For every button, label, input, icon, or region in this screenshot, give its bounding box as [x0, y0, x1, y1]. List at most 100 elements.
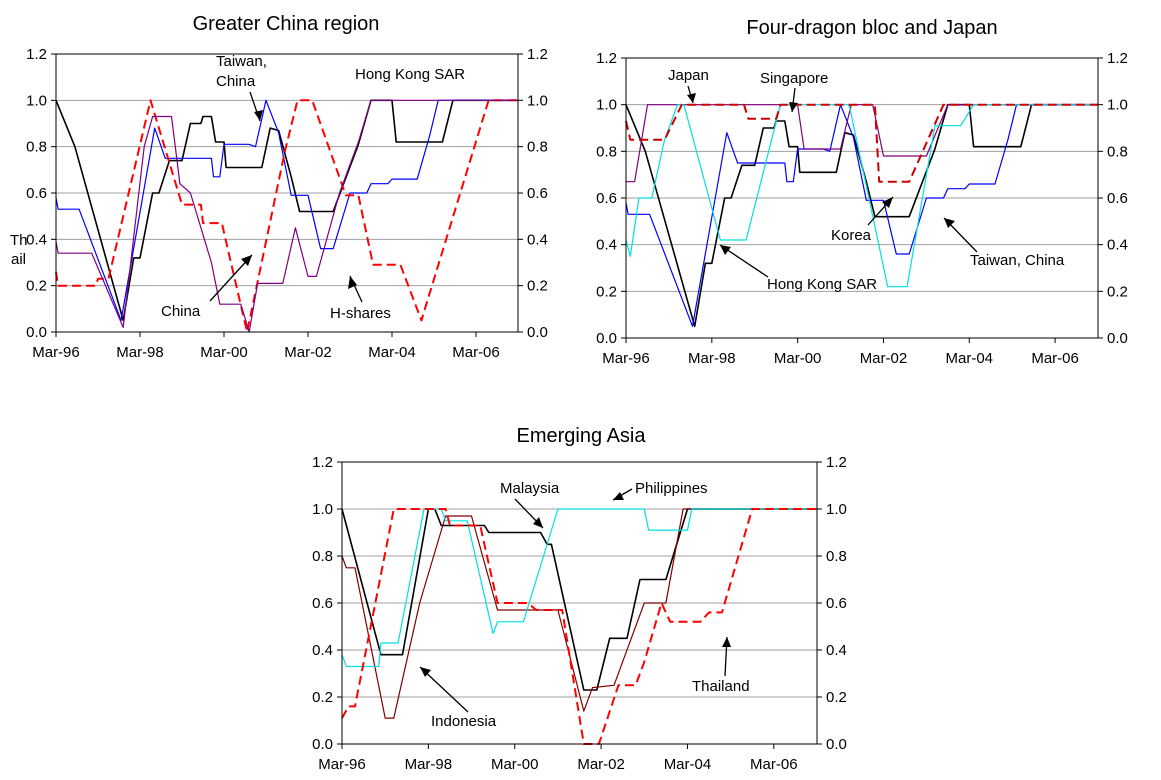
y-tick-label-left: 0.8	[26, 139, 47, 156]
arrowhead	[241, 255, 252, 266]
arrowhead	[789, 102, 798, 112]
label-indonesia: Indonesia	[431, 713, 497, 730]
series-line-1	[625, 104, 1098, 327]
y-tick-label-right: 0.2	[1107, 283, 1128, 300]
arrowhead	[882, 197, 893, 208]
y-tick-label-right: 0.8	[527, 139, 548, 156]
y-tick-label-left: 0.6	[312, 595, 333, 612]
y-tick-label-right: 0.6	[1107, 190, 1128, 207]
arrowhead	[720, 245, 731, 255]
x-tick-label: Mar-04	[946, 350, 994, 367]
y-tick-label-left: 0.6	[596, 190, 617, 207]
y-tick-label-right: 0.0	[826, 736, 847, 753]
y-tick-label-left: 1.2	[26, 46, 47, 63]
arrowhead	[944, 218, 955, 228]
y-tick-label-left: 0.2	[596, 283, 617, 300]
y-tick-label-right: 1.0	[826, 501, 847, 518]
y-tick-label-left: 0.0	[596, 330, 617, 347]
annotation-philippines: Philippines	[612, 480, 708, 501]
label-h-shares: H-shares	[330, 305, 391, 322]
y-axis-label-cont: ail	[11, 251, 26, 268]
label-taiwan-china: Taiwan, China	[970, 252, 1065, 269]
y-axis-label: Th	[10, 232, 28, 249]
annotation-taiwan-china: Taiwan, China	[943, 217, 1065, 269]
y-tick-label-left: 0.4	[26, 231, 47, 248]
annotation-h-shares: H-shares	[330, 275, 391, 322]
annotation-taiwan: Taiwan, China	[216, 53, 267, 122]
x-tick-label: Mar-06	[452, 344, 500, 361]
series-line-3	[341, 508, 817, 745]
arrowhead	[722, 637, 731, 647]
chart-title: Four-dragon bloc and Japan	[746, 17, 997, 39]
x-tick-label: Mar-02	[860, 350, 908, 367]
x-tick-label: Mar-00	[774, 350, 822, 367]
y-tick-label-right: 0.4	[527, 231, 548, 248]
x-tick-label: Mar-98	[405, 756, 453, 773]
series-line-3	[625, 104, 1098, 288]
series-line-0	[341, 508, 817, 691]
arrowhead	[613, 492, 624, 500]
y-tick-label-right: 0.0	[1107, 330, 1128, 347]
y-tick-label-left: 0.2	[26, 278, 47, 295]
label-japan: Japan	[668, 67, 709, 84]
series-line-0	[625, 103, 1098, 328]
y-tick-label-left: 0.0	[26, 324, 47, 341]
y-tick-label-right: 1.2	[826, 454, 847, 471]
y-tick-label-right: 0.0	[527, 324, 548, 341]
arrowhead	[687, 93, 696, 103]
y-tick-label-right: 0.8	[1107, 143, 1128, 160]
y-tick-label-left: 1.0	[312, 501, 333, 518]
y-tick-label-right: 1.2	[1107, 50, 1128, 67]
y-tick-label-right: 1.0	[527, 92, 548, 109]
annotation-singapore: Singapore	[760, 70, 828, 113]
annotation-malaysia: Malaysia	[500, 480, 560, 529]
label-thailand: Thailand	[692, 678, 750, 695]
arrowhead	[420, 667, 431, 677]
y-tick-label-left: 0.4	[596, 237, 617, 254]
series-line-3	[55, 99, 518, 333]
annotation-korea: Korea	[831, 196, 894, 244]
label-china: China	[161, 303, 201, 320]
arrowhead	[254, 110, 263, 121]
series-line-1	[341, 508, 817, 719]
y-tick-label-left: 1.2	[596, 50, 617, 67]
x-tick-label: Mar-02	[284, 344, 332, 361]
annotation-indonesia: Indonesia	[419, 666, 497, 730]
label-hong-kong-sar: Hong Kong SAR	[355, 66, 465, 83]
chart-title: Greater China region	[193, 13, 380, 35]
y-tick-label-left: 1.2	[312, 454, 333, 471]
label-korea: Korea	[831, 227, 872, 244]
x-tick-label: Mar-96	[32, 344, 80, 361]
label-philippines: Philippines	[635, 480, 708, 497]
series-line-2	[341, 508, 817, 668]
y-tick-label-left: 0.6	[26, 185, 47, 202]
y-tick-label-right: 1.2	[527, 46, 548, 63]
x-tick-label: Mar-00	[491, 756, 539, 773]
x-tick-label: Mar-04	[368, 344, 416, 361]
y-tick-label-left: 0.8	[312, 548, 333, 565]
x-tick-label: Mar-98	[116, 344, 164, 361]
y-tick-label-right: 0.4	[1107, 237, 1128, 254]
y-tick-label-right: 0.6	[527, 185, 548, 202]
label-taiwan-line1: Taiwan,	[216, 53, 267, 70]
label-malaysia: Malaysia	[500, 480, 560, 497]
series-line-4	[625, 103, 1098, 183]
y-tick-label-left: 0.4	[312, 642, 333, 659]
annotation-japan: Japan	[668, 67, 709, 104]
y-tick-label-left: 0.0	[312, 736, 333, 753]
y-tick-label-right: 0.2	[527, 278, 548, 295]
x-tick-label: Mar-02	[577, 756, 625, 773]
y-tick-label-right: 0.2	[826, 689, 847, 706]
y-tick-label-right: 0.6	[826, 595, 847, 612]
chart-title: Emerging Asia	[517, 425, 647, 447]
x-tick-label: Mar-06	[1031, 350, 1079, 367]
annotation-thailand: Thailand	[692, 636, 750, 695]
x-tick-label: Mar-04	[664, 756, 712, 773]
arrow-line	[419, 666, 469, 713]
label-hong-kong-sar: Hong Kong SAR	[767, 276, 877, 293]
y-tick-label-left: 0.2	[312, 689, 333, 706]
x-tick-label: Mar-96	[318, 756, 366, 773]
x-tick-label: Mar-96	[602, 350, 650, 367]
chart-emerging-asia: Emerging Asia 0.0 0.0 0.2 0.2 0.4 0.4 0.6 0.6 0.…	[312, 425, 847, 773]
